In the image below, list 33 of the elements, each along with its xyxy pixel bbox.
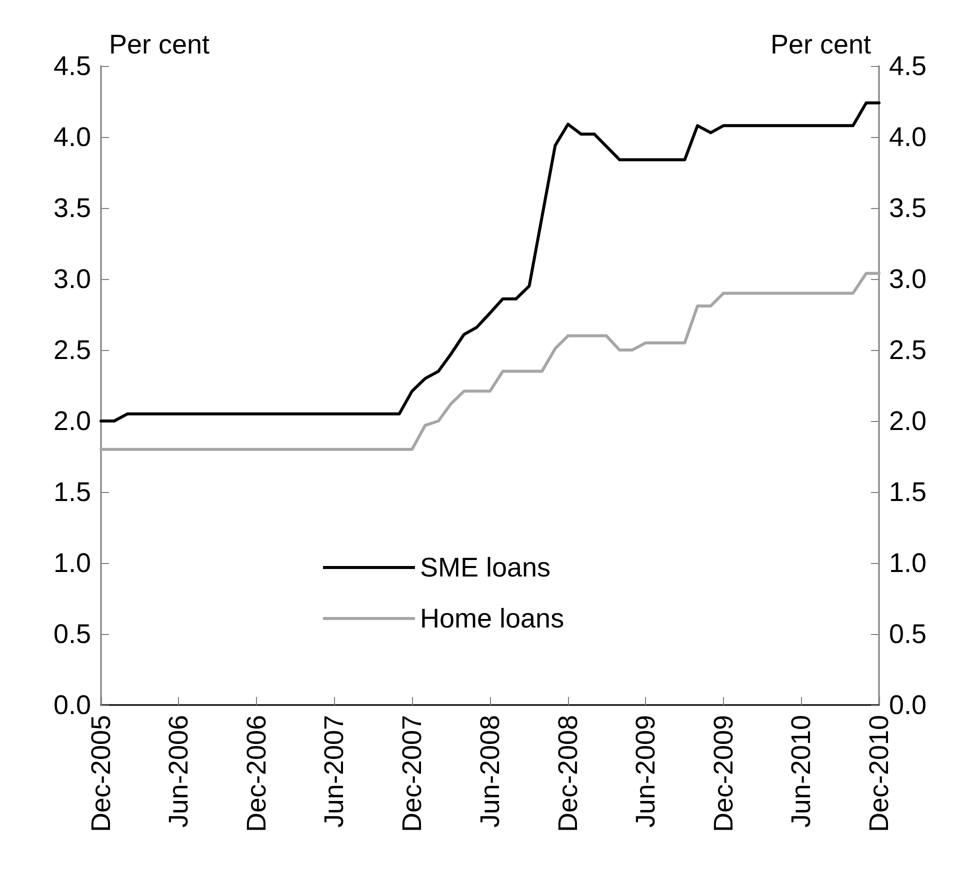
y2-tick-label: 3.5 [889,193,927,223]
legend-label: SME loans [420,552,551,582]
y-tick-label: 2.0 [53,406,91,436]
y-tick-label: 1.5 [53,477,91,507]
x-tick-label: Dec-2009 [708,715,738,832]
x-tick-label: Jun-2007 [319,715,350,828]
y-tick-label: 3.5 [53,193,91,223]
y2-tick-label: 0.5 [889,619,927,649]
y2-tick-label: 2.0 [889,406,927,436]
y2-tick-label: 1.5 [889,477,927,507]
y2-axis-title: Per cent [770,30,872,60]
y-tick-label: 4.0 [53,122,91,152]
y2-tick-label: 1.0 [889,548,927,578]
x-tick-label: Jun-2006 [164,715,194,828]
x-tick-label: Dec-2008 [552,715,583,832]
y-tick-label: 0.5 [53,619,91,649]
x-tick-label: Jun-2009 [630,715,661,828]
legend-label: Home loans [420,604,564,634]
y-tick-label: 4.5 [53,51,91,81]
y-tick-label: 3.0 [53,264,91,294]
x-tick-label: Dec-2007 [397,715,428,832]
line-series [100,272,880,451]
x-tick-label: Dec-2006 [242,715,272,832]
y-tick-label: 1.0 [53,548,91,578]
y-axis-title: Per cent [109,30,210,60]
x-tick-label: Jun-2008 [475,715,505,828]
line-series [100,101,880,422]
y-tick-label: 2.5 [53,335,91,365]
y2-tick-label: 2.5 [889,335,927,365]
x-tick-label: Jun-2010 [786,715,816,828]
y2-tick-label: 4.0 [889,122,927,152]
y2-tick-label: 3.0 [889,264,927,294]
y2-tick-label: 4.5 [889,51,927,81]
